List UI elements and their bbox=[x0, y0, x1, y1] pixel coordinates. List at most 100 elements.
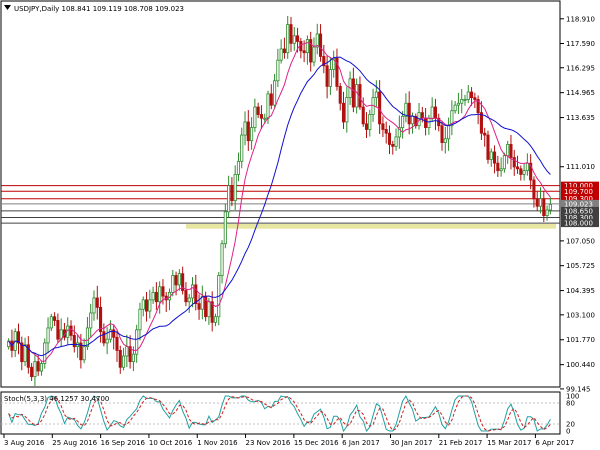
candle bbox=[233, 165, 237, 211]
x-tick-label: 1 Nov 2016 bbox=[197, 439, 238, 447]
candle bbox=[529, 154, 533, 190]
candle bbox=[328, 57, 332, 95]
x-tick-label: 3 Aug 2016 bbox=[4, 439, 45, 447]
candle bbox=[489, 148, 493, 167]
candle bbox=[496, 155, 500, 177]
candle bbox=[30, 362, 34, 381]
stoch-tick-label: 100 bbox=[566, 393, 579, 401]
level-tag bbox=[561, 199, 599, 208]
candle bbox=[341, 91, 346, 129]
candle bbox=[473, 92, 477, 109]
candle bbox=[158, 281, 162, 314]
candle bbox=[148, 289, 152, 319]
level-label: 108.650 bbox=[564, 207, 593, 215]
candle bbox=[282, 37, 286, 59]
candle bbox=[49, 313, 53, 332]
candle bbox=[56, 313, 60, 343]
candle bbox=[443, 126, 447, 154]
candle bbox=[243, 111, 247, 146]
level-label: 108.300 bbox=[564, 214, 593, 222]
candle bbox=[335, 48, 339, 91]
x-tick-label: 6 Apr 2017 bbox=[535, 439, 574, 447]
x-tick-label: 6 Jan 2017 bbox=[342, 439, 380, 447]
stoch-tick-label: 20 bbox=[566, 421, 575, 429]
dropdown-triangle-icon[interactable] bbox=[4, 5, 11, 10]
candle bbox=[46, 317, 50, 353]
stoch-signal-line bbox=[8, 395, 551, 432]
candle bbox=[72, 325, 76, 353]
y-tick-label: 114.965 bbox=[566, 89, 595, 97]
candle bbox=[227, 175, 231, 218]
y-tick-label: 116.295 bbox=[566, 64, 595, 72]
candle bbox=[151, 286, 155, 304]
candle bbox=[43, 338, 47, 369]
candle bbox=[456, 92, 460, 115]
candle bbox=[404, 93, 408, 123]
candle bbox=[240, 127, 244, 169]
candle bbox=[397, 115, 401, 149]
candle bbox=[16, 323, 21, 355]
level-tag bbox=[561, 219, 599, 228]
candle bbox=[53, 312, 57, 326]
x-tick-label: 30 Jan 2017 bbox=[390, 439, 432, 447]
stoch-main-line bbox=[8, 394, 551, 433]
candle bbox=[105, 327, 109, 355]
candle bbox=[479, 101, 483, 140]
candle bbox=[502, 152, 506, 173]
candle bbox=[69, 320, 73, 341]
candle bbox=[118, 345, 122, 374]
candle bbox=[190, 277, 195, 308]
level-tag bbox=[561, 213, 599, 222]
level-tag bbox=[561, 187, 599, 196]
candle bbox=[187, 293, 191, 313]
candle bbox=[364, 112, 369, 139]
candle bbox=[374, 80, 378, 107]
candle bbox=[519, 165, 523, 181]
y-tick-label: 100.440 bbox=[566, 361, 595, 369]
y-tick-label: 117.590 bbox=[566, 40, 595, 48]
stochastic-label: Stoch(5,3,3) 46.1257 30.4700 bbox=[4, 395, 109, 403]
candle bbox=[210, 291, 214, 332]
level-tag bbox=[561, 181, 599, 190]
candle bbox=[256, 102, 260, 119]
candle bbox=[322, 44, 326, 74]
candle bbox=[128, 335, 132, 369]
support-band bbox=[186, 224, 556, 229]
candle bbox=[26, 336, 30, 374]
candle bbox=[236, 152, 241, 182]
candle bbox=[276, 48, 280, 88]
candle bbox=[305, 35, 309, 65]
stoch-tick-label: 80 bbox=[566, 400, 575, 408]
candle bbox=[154, 282, 158, 310]
candle bbox=[414, 113, 418, 129]
candle bbox=[141, 296, 145, 317]
candle bbox=[332, 50, 336, 78]
candle bbox=[466, 85, 470, 104]
candle bbox=[92, 290, 96, 321]
level-label: 108.000 bbox=[564, 220, 593, 228]
candle bbox=[345, 87, 349, 133]
candle bbox=[522, 163, 526, 181]
candle bbox=[286, 15, 290, 59]
candle bbox=[82, 338, 86, 364]
candle bbox=[259, 105, 263, 129]
candle bbox=[499, 157, 503, 177]
y-tick-label: 111.010 bbox=[566, 163, 595, 171]
candle bbox=[138, 302, 142, 341]
candle bbox=[535, 191, 539, 211]
y-tick-label: 105.725 bbox=[566, 262, 595, 270]
candle bbox=[95, 285, 99, 320]
candle bbox=[548, 197, 552, 215]
candle bbox=[545, 205, 549, 221]
candle bbox=[538, 187, 543, 214]
level-label: 110.000 bbox=[564, 182, 593, 190]
candle bbox=[394, 128, 398, 151]
candle bbox=[200, 285, 204, 320]
candle bbox=[509, 134, 513, 170]
level-label: 109.300 bbox=[564, 195, 593, 203]
candle bbox=[381, 116, 385, 137]
candle bbox=[33, 352, 37, 386]
candle bbox=[309, 31, 313, 72]
level-label: 109.700 bbox=[564, 188, 593, 196]
candle bbox=[89, 303, 93, 338]
